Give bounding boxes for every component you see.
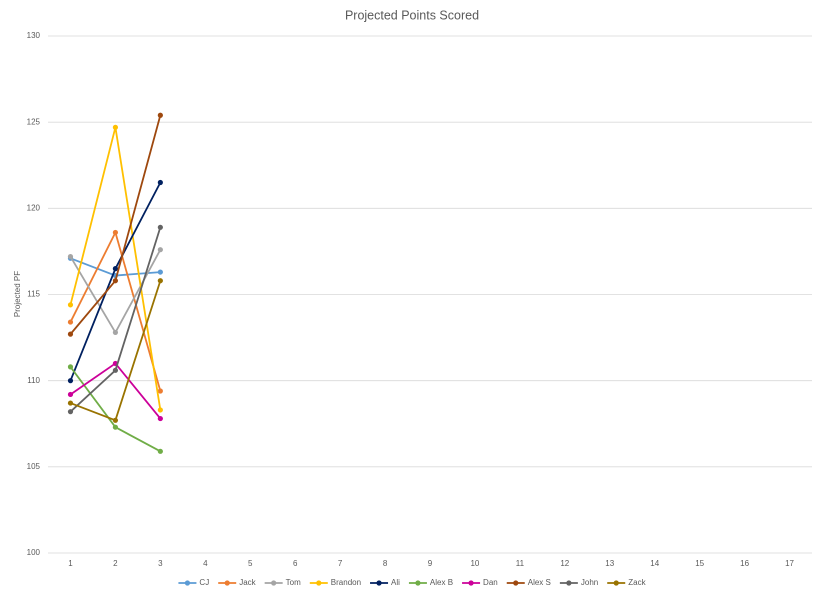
data-point: [112, 329, 119, 336]
data-point: [67, 391, 74, 398]
x-tick-label: 5: [248, 559, 253, 568]
x-tick-label: 16: [740, 559, 749, 568]
legend-marker: [566, 580, 572, 586]
data-point: [157, 224, 163, 230]
data-point: [157, 247, 163, 253]
x-tick-label: 1: [68, 559, 73, 568]
legend-item: Ali: [370, 578, 400, 587]
legend-item: Dan: [462, 578, 498, 587]
data-point: [157, 448, 163, 454]
x-tick-label: 7: [338, 559, 343, 568]
legend-label: Jack: [239, 578, 256, 587]
data-point: [112, 424, 119, 430]
x-tick-label: 9: [428, 559, 433, 568]
legend-label: John: [581, 578, 598, 587]
legend-label: CJ: [199, 578, 209, 587]
legend-item: CJ: [178, 578, 209, 587]
series-line: [69, 229, 162, 392]
legend-marker: [468, 580, 474, 586]
y-tick-label: 125: [27, 117, 41, 126]
x-tick-label: 17: [785, 559, 794, 568]
legend-marker: [316, 580, 322, 586]
data-point: [67, 364, 74, 370]
legend: CJ Jack Tom Brandon Ali Alex B Dan Alex S John Za…: [178, 578, 647, 587]
y-tick-label: 110: [27, 376, 40, 385]
x-tick-label: 12: [560, 559, 569, 568]
x-tick-label: 2: [113, 559, 118, 568]
legend-label: Tom: [286, 578, 301, 587]
legend-marker: [376, 580, 382, 586]
series-line: [69, 115, 162, 335]
y-tick-label: 105: [27, 462, 41, 471]
data-point: [157, 112, 163, 118]
x-tick-label: 4: [203, 559, 208, 568]
data-point: [112, 229, 119, 236]
x-tick-label: 3: [158, 559, 163, 568]
y-tick-label: 130: [27, 31, 41, 40]
legend-marker: [271, 580, 277, 586]
x-tick-label: 8: [383, 559, 388, 568]
data-point: [157, 388, 163, 394]
y-tick-label: 120: [27, 203, 41, 212]
data-point: [157, 407, 163, 413]
y-axis-label: Projected PF: [13, 271, 22, 317]
legend-label: Alex S: [528, 578, 551, 587]
legend-item: Alex S: [506, 578, 551, 587]
legend-item: Brandon: [309, 578, 361, 587]
x-tick-label: 13: [605, 559, 614, 568]
data-point: [112, 278, 119, 284]
x-tick-label: 11: [516, 559, 525, 568]
data-point: [157, 415, 163, 422]
data-point: [157, 269, 163, 275]
legend-label: Ali: [391, 578, 400, 587]
data-point: [157, 179, 163, 186]
data-point: [112, 417, 119, 423]
data-point: [112, 367, 119, 373]
legend-item: Zack: [607, 578, 647, 587]
legend-item: Tom: [264, 578, 301, 587]
x-tick-label: 6: [293, 559, 298, 568]
x-tick-label: 10: [470, 559, 479, 568]
x-tick-label: 15: [695, 559, 704, 568]
y-tick-label: 115: [27, 290, 40, 299]
legend-marker: [513, 580, 519, 586]
legend-label: Dan: [483, 578, 498, 587]
legend-marker: [415, 580, 421, 586]
legend-marker: [224, 580, 230, 586]
y-tick-label: 100: [27, 548, 41, 557]
legend-marker: [613, 580, 619, 586]
legend-item: Alex B: [408, 578, 453, 587]
legend-label: Alex B: [430, 578, 453, 587]
data-point: [112, 124, 119, 130]
legend-item: John: [559, 578, 598, 587]
data-point: [67, 253, 74, 260]
chart-title: Projected Points Scored: [345, 8, 479, 22]
data-point: [67, 409, 74, 415]
legend-label: Zack: [628, 578, 646, 587]
data-point: [112, 266, 119, 272]
data-point: [67, 302, 74, 308]
data-point: [67, 378, 74, 384]
legend-marker: [184, 580, 191, 586]
data-point: [67, 400, 74, 406]
x-tick-label: 14: [650, 559, 659, 568]
legend-item: Jack: [218, 578, 257, 587]
data-point: [67, 319, 74, 325]
data-point: [157, 278, 163, 284]
legend-label: Brandon: [331, 578, 361, 587]
data-point: [67, 331, 74, 337]
